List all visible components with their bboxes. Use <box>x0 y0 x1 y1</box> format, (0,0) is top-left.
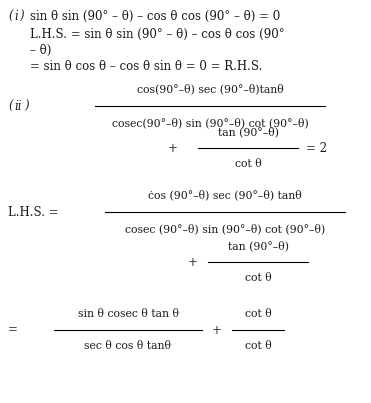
Text: sin θ sin (90° – θ) – cos θ cos (90° – θ) = 0: sin θ sin (90° – θ) – cos θ cos (90° – θ… <box>30 10 280 23</box>
Text: – θ): – θ) <box>30 44 51 56</box>
Text: +: + <box>212 324 222 337</box>
Text: ċos (90°–θ) sec (90°–θ) tanθ: ċos (90°–θ) sec (90°–θ) tanθ <box>148 189 302 200</box>
Text: cot θ: cot θ <box>244 309 271 319</box>
Text: cosec (90°–θ) sin (90°–θ) cot (90°–θ): cosec (90°–θ) sin (90°–θ) cot (90°–θ) <box>125 224 325 235</box>
Text: sin θ cosec θ tan θ: sin θ cosec θ tan θ <box>78 309 178 319</box>
Text: (: ( <box>8 100 13 112</box>
Text: sec θ cos θ tanθ: sec θ cos θ tanθ <box>85 341 171 351</box>
Text: i: i <box>14 10 18 23</box>
Text: =: = <box>8 324 18 337</box>
Text: ): ) <box>24 100 29 112</box>
Text: cosec(90°–θ) sin (90°–θ) cot (90°–θ): cosec(90°–θ) sin (90°–θ) cot (90°–θ) <box>112 118 308 129</box>
Text: = 2: = 2 <box>306 141 327 154</box>
Text: tan (90°–θ): tan (90°–θ) <box>217 126 279 137</box>
Text: = sin θ cos θ – cos θ sin θ = 0 = R.H.S.: = sin θ cos θ – cos θ sin θ = 0 = R.H.S. <box>30 60 262 73</box>
Text: L.H.S. =: L.H.S. = <box>8 206 59 218</box>
Text: ii: ii <box>14 100 22 112</box>
Text: ): ) <box>19 10 24 23</box>
Text: (: ( <box>8 10 13 23</box>
Text: cot θ: cot θ <box>244 273 271 283</box>
Text: +: + <box>168 141 178 154</box>
Text: L.H.S. = sin θ sin (90° – θ) – cos θ cos (90°: L.H.S. = sin θ sin (90° – θ) – cos θ cos… <box>30 27 285 40</box>
Text: cot θ: cot θ <box>244 341 271 351</box>
Text: tan (90°–θ): tan (90°–θ) <box>227 240 289 251</box>
Text: cos(90°–θ) sec (90°–θ)tanθ: cos(90°–θ) sec (90°–θ)tanθ <box>137 83 283 94</box>
Text: cot θ: cot θ <box>234 159 262 169</box>
Text: +: + <box>188 256 198 268</box>
